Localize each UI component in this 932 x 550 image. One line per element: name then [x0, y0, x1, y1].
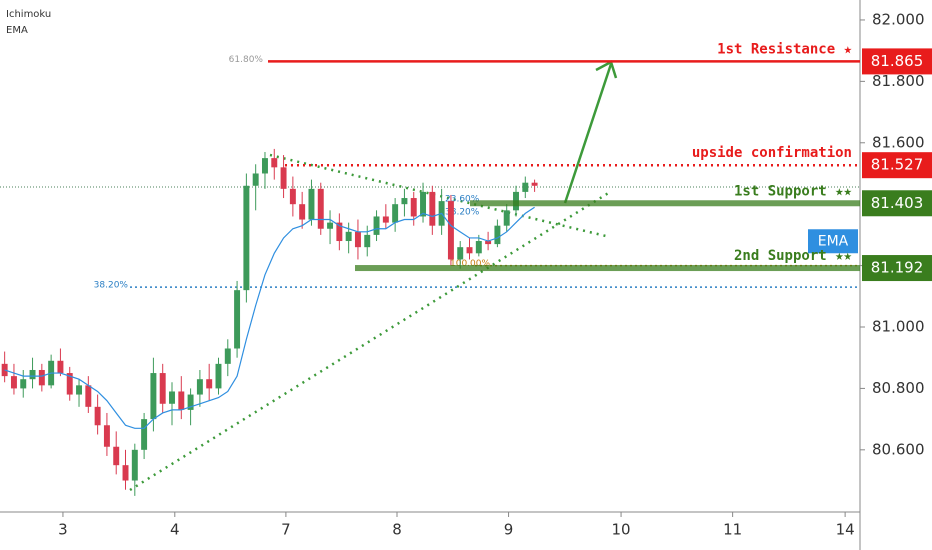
price-tag: [862, 190, 932, 217]
level-label: 1st Support ★★: [734, 183, 853, 199]
x-tick-label: 7: [281, 521, 291, 539]
candle-body: [280, 167, 287, 189]
candle-body: [169, 391, 175, 404]
candle-body: [159, 373, 166, 404]
candle-body: [354, 231, 361, 248]
legend-badge: [808, 229, 858, 254]
candle-body: [187, 394, 194, 410]
price-tag: [862, 152, 932, 179]
candle-body: [410, 198, 417, 217]
fib-label: 38.20%: [94, 281, 129, 291]
x-tick-label: 11: [723, 521, 742, 539]
y-tick-label: 80.800: [872, 379, 925, 397]
candle-body: [29, 369, 36, 380]
candle-body: [327, 222, 334, 229]
candle-body: [122, 465, 129, 481]
candle-body: [299, 204, 306, 220]
candle-body: [475, 241, 482, 254]
level-zone: [470, 200, 860, 207]
candle-body: [196, 379, 203, 395]
candle-body: [141, 419, 148, 450]
candle-body: [364, 234, 371, 248]
price-tag-label: 81.403: [871, 194, 924, 212]
price-tag-label: 81.192: [871, 259, 924, 277]
x-tick-label: 9: [504, 521, 514, 539]
candle-body: [392, 204, 399, 223]
fib-label: 38.20%: [445, 207, 480, 217]
candle-body: [103, 425, 110, 447]
y-tick-label: 80.600: [872, 440, 925, 458]
level-label: 2nd Support ★★: [734, 248, 853, 264]
candle-body: [447, 201, 454, 260]
candle-body: [466, 247, 473, 254]
candle-body: [503, 210, 510, 226]
x-tick-label: 10: [612, 521, 631, 539]
x-tick-label: 14: [836, 521, 855, 539]
candle-body: [485, 241, 492, 245]
candle-body: [215, 363, 222, 389]
price-tag: [862, 48, 932, 75]
candle-body: [66, 373, 73, 395]
candle-body: [76, 385, 83, 395]
price-tag-label: 81.527: [871, 156, 924, 174]
candle-body: [345, 231, 352, 242]
candle-body: [429, 191, 436, 226]
fib-label: 100.00%: [450, 259, 490, 269]
indicator-label: Ichimoku: [6, 9, 51, 20]
x-tick-label: 3: [58, 521, 68, 539]
level-label: 1st Resistance ★: [717, 41, 852, 57]
candle-body: [420, 191, 427, 217]
level-zone: [355, 265, 860, 272]
trendline: [129, 190, 611, 492]
y-tick-label: 81.600: [872, 133, 925, 151]
candle-body: [57, 360, 64, 374]
fib-label: 23.60%: [445, 195, 480, 205]
candle-body: [113, 446, 120, 466]
candle-body: [401, 198, 408, 205]
candle-body: [234, 290, 241, 349]
candle-body: [457, 247, 464, 260]
candle-body: [531, 182, 538, 186]
candle-body: [522, 182, 529, 192]
x-tick-label: 4: [170, 521, 180, 539]
candle-body: [131, 449, 138, 481]
candle-body: [494, 225, 501, 245]
y-tick-label: 81.800: [872, 72, 925, 90]
candle-body: [224, 348, 231, 364]
candle-body: [20, 379, 27, 389]
y-tick-label: 81.000: [872, 318, 925, 336]
fib-label: 61.80%: [229, 55, 264, 65]
x-tick-label: 8: [392, 521, 402, 539]
ema-line: [4, 206, 535, 429]
candle-body: [382, 216, 389, 223]
indicator-label: EMA: [6, 25, 28, 36]
legend-label: EMA: [818, 233, 849, 249]
candle-body: [261, 158, 268, 174]
y-tick-label: 82.000: [872, 10, 925, 28]
candle-body: [85, 385, 92, 407]
candle-body: [150, 373, 157, 420]
candle-body: [38, 369, 45, 386]
price-tag: [862, 255, 932, 282]
candle-body: [373, 216, 380, 235]
candle-body: [178, 391, 185, 410]
price-tag-label: 81.865: [871, 52, 924, 70]
candle-body: [271, 158, 278, 168]
candle-body: [243, 185, 250, 291]
candle-body: [336, 222, 343, 242]
level-label: upside confirmation: [692, 145, 852, 161]
candle-body: [94, 406, 101, 426]
candle-body: [10, 376, 17, 389]
candle-body: [206, 379, 213, 389]
candle-body: [317, 188, 324, 229]
candle-body: [289, 188, 296, 205]
candle-body: [308, 188, 315, 220]
candle-body: [252, 173, 259, 186]
